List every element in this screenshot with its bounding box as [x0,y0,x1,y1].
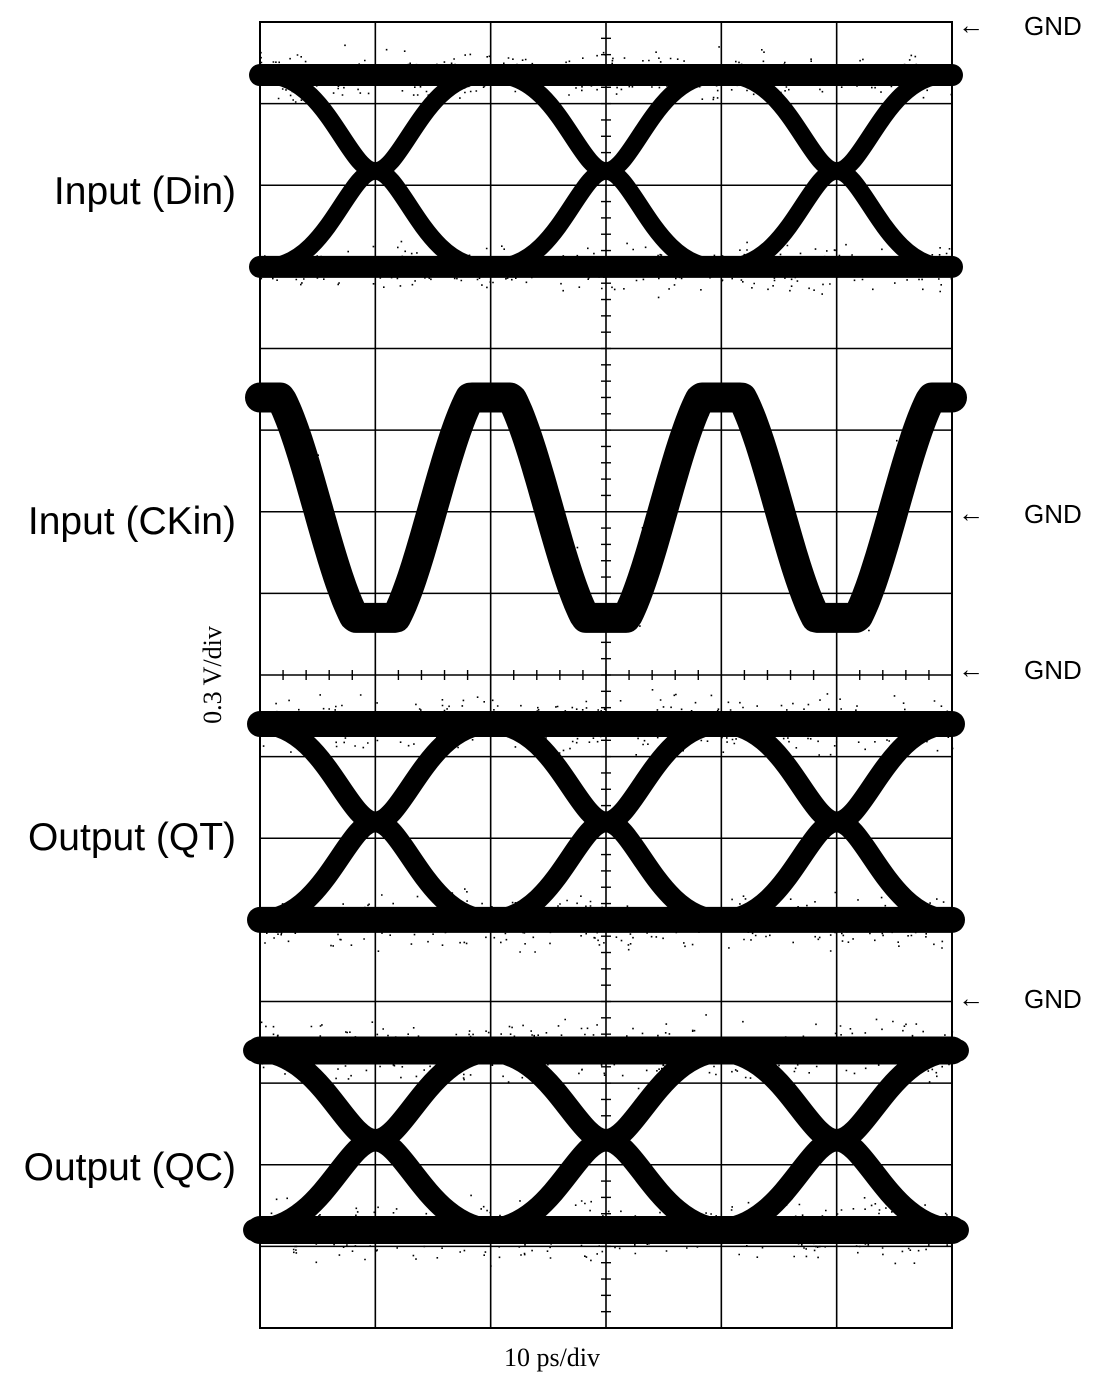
grid [260,22,952,1328]
gnd-label: GND [1024,499,1082,529]
gnd-arrow-icon: ← [958,654,984,684]
y-axis-label: 0.3 V/div [198,626,227,724]
gnd-label: GND [1024,655,1082,685]
gnd-label: GND [1024,11,1082,41]
x-axis-label: 10 ps/div [504,1343,600,1372]
gnd-marker-ckin: ← GND [958,498,1082,529]
gnd-arrow-icon: ← [958,10,984,40]
plot-frame [259,21,953,1329]
gnd-arrow-icon: ← [958,498,984,528]
trace-label-qt: Output (QT) [28,816,236,859]
trace-label-din: Input (Din) [54,170,236,213]
trace-label-qc: Output (QC) [24,1146,236,1189]
gnd-label: GND [1024,984,1082,1014]
gnd-arrow-icon: ← [958,983,984,1013]
gnd-marker-qt: ← GND [958,654,1082,685]
gnd-marker-din: ← GND [958,10,1082,41]
gnd-marker-qc: ← GND [958,983,1082,1014]
trace-label-ckin: Input (CKin) [28,500,236,543]
